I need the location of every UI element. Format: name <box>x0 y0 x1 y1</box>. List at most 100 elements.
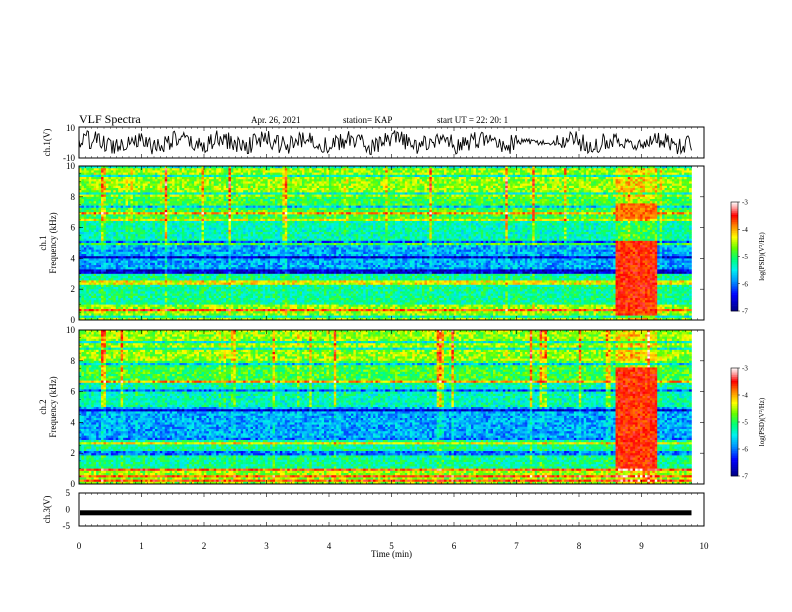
spectrogram-cell <box>152 172 156 176</box>
spectrogram-cell <box>115 256 119 259</box>
spectrogram-cell <box>189 287 192 290</box>
spectrogram-cell <box>137 183 141 187</box>
spectrogram-cell <box>174 313 178 316</box>
spectrogram-cell <box>108 265 112 268</box>
spectrogram-cell <box>81 260 85 264</box>
spectrogram-cell <box>211 245 215 248</box>
spectrogram-cell <box>203 293 207 297</box>
spectrogram-cell <box>157 238 161 242</box>
spectrogram-cell <box>125 306 129 310</box>
spectrogram-cell <box>216 205 219 209</box>
spectrogram-cell <box>245 183 249 187</box>
spectrogram-cell <box>147 254 151 257</box>
spectrogram-cell <box>235 238 239 242</box>
spectrogram-cell <box>93 243 97 246</box>
spectrogram-cell <box>186 190 190 193</box>
spectrogram-cell <box>83 251 87 255</box>
spectrogram-cell <box>164 188 168 191</box>
spectrogram-cell <box>101 225 104 228</box>
spectrogram-cell <box>179 203 183 206</box>
spectrogram-cell <box>147 247 151 250</box>
spectrogram-cell <box>196 251 200 255</box>
spectrogram-cell <box>177 298 180 301</box>
spectrogram-cell <box>218 174 222 178</box>
spectrogram-cell <box>93 247 97 250</box>
spectrogram-cell <box>233 245 237 248</box>
spectrogram-cell <box>93 190 97 193</box>
spectrogram-cell <box>91 216 94 220</box>
spectrogram-cell <box>172 249 175 253</box>
spectrogram-cell <box>118 245 121 248</box>
spectrogram-cell <box>145 177 148 180</box>
spectrogram-cell <box>226 271 229 275</box>
spectrogram-cell <box>115 317 119 321</box>
spectrogram-cell <box>159 199 163 202</box>
spectrogram-cell <box>83 315 87 319</box>
spectrogram-cell <box>243 232 246 235</box>
spectrogram-cell <box>223 293 227 297</box>
spectrogram-cell <box>130 273 134 277</box>
spectrogram-cell <box>79 199 82 202</box>
spectrogram-cell <box>118 227 121 231</box>
spectrogram-cell <box>206 315 210 319</box>
spectrogram-cell <box>177 317 180 321</box>
spectrogram-cell <box>194 223 197 226</box>
spectrogram-cell <box>145 313 148 316</box>
spectrogram-cell <box>208 289 212 292</box>
spectrogram-cell <box>130 260 134 264</box>
spectrogram-cell <box>245 188 249 191</box>
spectrogram-cell <box>179 287 183 290</box>
spectrogram-cell <box>189 166 192 169</box>
spectrogram-cell <box>108 256 112 259</box>
spectrogram-cell <box>108 243 112 246</box>
spectrogram-cell <box>184 166 188 169</box>
spectrogram-cell <box>216 192 219 195</box>
spectrogram-cell <box>199 172 202 176</box>
spectrogram-cell <box>79 216 82 220</box>
spectrogram-cell <box>179 269 183 272</box>
spectrogram-cell <box>162 311 166 314</box>
spectrogram-cell <box>157 304 161 308</box>
spectrogram-cell <box>159 236 163 239</box>
spectrogram-cell <box>228 174 232 178</box>
spectrogram-cell <box>123 174 126 178</box>
spectrogram-cell <box>203 309 207 312</box>
spectrogram-cell <box>226 267 229 270</box>
spectrogram-cell <box>184 234 188 237</box>
spectrogram-cell <box>191 291 195 294</box>
spectrogram-cell <box>96 210 99 213</box>
spectrogram-cell <box>137 214 141 217</box>
spectrogram-cell <box>233 174 237 178</box>
spectrogram-cell <box>162 245 166 248</box>
spectrogram-cell <box>233 223 237 226</box>
spectrogram-cell <box>147 236 151 239</box>
spectrogram-cell <box>162 192 166 195</box>
spectrogram-cell <box>223 194 227 198</box>
spectrogram-cell <box>177 247 180 250</box>
spectrogram-cell <box>88 203 92 206</box>
spectrogram-cell <box>130 183 134 187</box>
spectrogram-cell <box>145 192 148 195</box>
spectrogram-cell <box>125 276 129 279</box>
spectrogram-cell <box>150 247 153 250</box>
spectrogram-cell <box>93 309 97 312</box>
spectrogram-cell <box>123 265 126 268</box>
spectrogram-cell <box>147 232 151 235</box>
spectrogram-cell <box>130 190 134 193</box>
spectrogram-cell <box>240 273 244 277</box>
spectrogram-cell <box>240 260 244 264</box>
spectrogram-cell <box>91 280 94 283</box>
spectrogram-cell <box>110 267 114 270</box>
spectrogram-cell <box>152 293 156 297</box>
spectrogram-cell <box>125 304 129 308</box>
spectrogram-cell <box>194 183 197 187</box>
spectrogram-cell <box>233 232 237 235</box>
spectrogram-cell <box>191 234 195 237</box>
spectrogram-cell <box>169 309 173 312</box>
spectrogram-cell <box>181 221 185 224</box>
spectrogram-cell <box>221 188 224 191</box>
spectrogram-cell <box>162 172 166 176</box>
spectrogram-cell <box>194 172 197 176</box>
spectrogram-cell <box>159 232 163 235</box>
spectrogram-cell <box>110 190 114 193</box>
